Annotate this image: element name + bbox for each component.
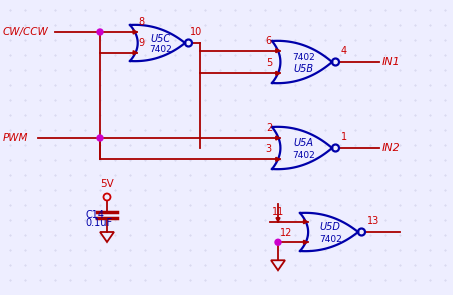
Text: 9: 9 xyxy=(138,38,144,48)
Text: 7402: 7402 xyxy=(319,235,342,245)
Text: 5: 5 xyxy=(266,58,272,68)
Text: 3: 3 xyxy=(266,144,272,154)
Text: 5V: 5V xyxy=(100,179,114,189)
Text: 8: 8 xyxy=(138,17,144,27)
Polygon shape xyxy=(276,157,280,161)
Polygon shape xyxy=(276,71,280,75)
Polygon shape xyxy=(276,136,280,140)
Text: 13: 13 xyxy=(367,216,379,226)
Text: U5B: U5B xyxy=(293,64,313,74)
Polygon shape xyxy=(304,240,308,244)
Text: U5C: U5C xyxy=(150,34,170,44)
Text: 2: 2 xyxy=(266,123,272,133)
Text: IN2: IN2 xyxy=(382,143,401,153)
Text: 12: 12 xyxy=(280,228,292,238)
Polygon shape xyxy=(133,51,137,55)
Text: U5D: U5D xyxy=(320,222,341,232)
Text: 4: 4 xyxy=(341,46,347,56)
Text: 11: 11 xyxy=(272,207,284,217)
Polygon shape xyxy=(133,30,137,34)
Text: 0.1uF: 0.1uF xyxy=(85,218,112,228)
Text: 1: 1 xyxy=(341,132,347,142)
Text: 10: 10 xyxy=(190,27,202,37)
Circle shape xyxy=(97,29,103,35)
Polygon shape xyxy=(276,49,280,53)
Text: 6: 6 xyxy=(266,36,272,46)
Text: C14: C14 xyxy=(85,210,104,220)
Circle shape xyxy=(275,239,281,245)
Text: CW/CCW: CW/CCW xyxy=(3,27,49,37)
Text: PWM: PWM xyxy=(3,133,29,143)
Text: 7402: 7402 xyxy=(149,45,172,55)
Polygon shape xyxy=(304,220,308,224)
Text: U5A: U5A xyxy=(293,138,313,148)
Text: IN1: IN1 xyxy=(382,57,401,67)
Text: 7402: 7402 xyxy=(292,150,314,160)
Text: 7402: 7402 xyxy=(292,53,314,61)
Circle shape xyxy=(97,135,103,141)
Polygon shape xyxy=(276,218,280,222)
